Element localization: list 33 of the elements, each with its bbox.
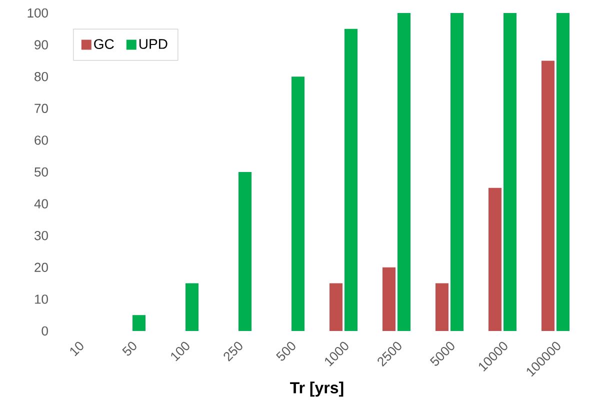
y-tick-label: 0: [42, 326, 48, 336]
bar: [132, 315, 146, 331]
x-axis-title: Tr [yrs]: [290, 382, 344, 397]
y-tick-label: 70: [34, 104, 48, 113]
bar: [541, 60, 554, 331]
y-tick-label: 40: [34, 199, 48, 208]
bar: [238, 172, 252, 331]
y-tick-label: 10: [35, 294, 48, 304]
y-tick-label: 60: [34, 136, 48, 145]
y-tick-label: 80: [34, 72, 48, 82]
bar: [330, 283, 342, 331]
bar: [344, 28, 358, 331]
bar: [382, 267, 396, 331]
bar: [504, 12, 516, 331]
legend-label: UPD: [139, 39, 168, 49]
bar: [292, 76, 305, 331]
bar: [488, 188, 502, 331]
bar: [556, 12, 570, 331]
x-tick-label: 500: [276, 342, 296, 361]
y-tick-label: 20: [34, 262, 48, 272]
bar: [450, 12, 464, 331]
y-tick-label: 100: [28, 8, 48, 18]
bar: [398, 12, 410, 331]
x-tick-label: 10: [70, 342, 84, 356]
bar: [186, 283, 199, 331]
y-tick-label: 50: [34, 167, 48, 177]
x-tick-label: 100: [171, 342, 190, 362]
x-tick-label: 50: [122, 342, 136, 356]
bar: [436, 283, 448, 331]
x-tick-label: 250: [224, 342, 242, 362]
legend-label: GC: [94, 39, 114, 50]
y-tick-label: 30: [34, 230, 48, 240]
y-tick-label: 90: [34, 40, 48, 50]
